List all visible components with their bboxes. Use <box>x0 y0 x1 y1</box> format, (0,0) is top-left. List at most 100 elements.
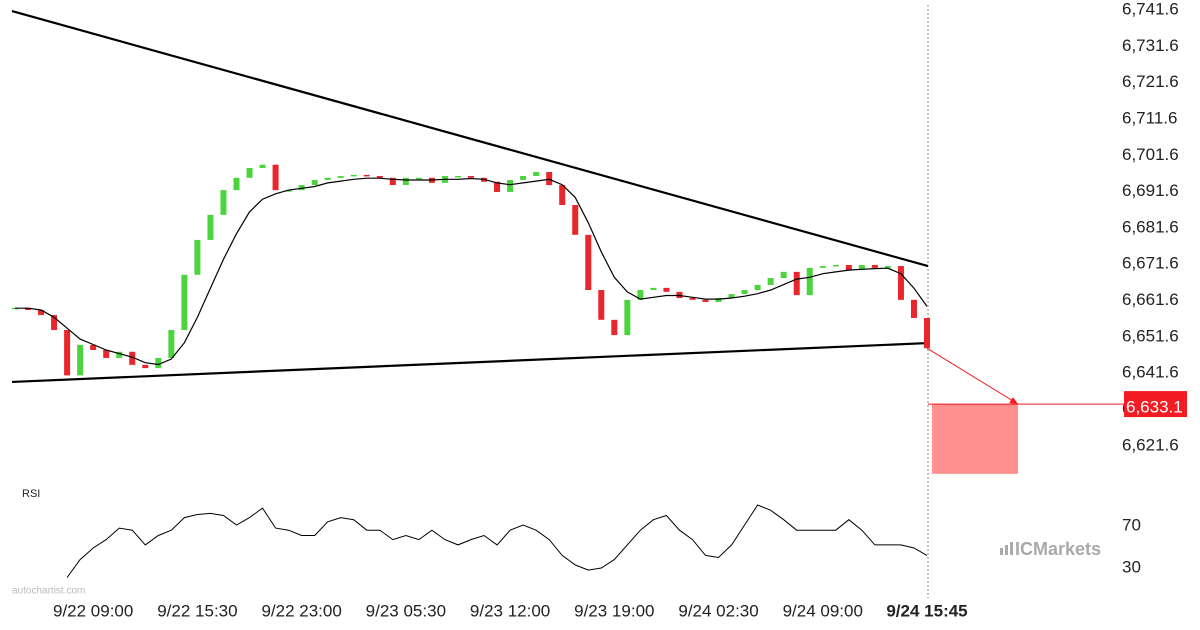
candle <box>520 175 527 180</box>
candle <box>415 177 422 180</box>
logo-bar <box>1005 545 1008 555</box>
candle <box>546 171 553 186</box>
candle <box>324 177 331 180</box>
rsi-line <box>66 504 928 578</box>
candle <box>702 299 709 303</box>
x-tick-label: 9/24 09:00 <box>783 601 863 620</box>
candle <box>454 175 461 178</box>
candle <box>142 364 149 369</box>
y-tick-label: 6,691.6 <box>1122 181 1179 200</box>
candle <box>598 290 605 320</box>
candle <box>832 264 839 267</box>
candle <box>884 266 891 268</box>
candle <box>220 190 227 215</box>
candle <box>689 298 696 300</box>
price-tag-label: 6,633.1 <box>1126 398 1183 417</box>
candle <box>402 177 409 186</box>
y-tick-label: 6,731.6 <box>1122 36 1179 55</box>
rsi-tick-label: 70 <box>1122 515 1141 534</box>
candle <box>77 344 84 376</box>
candle <box>259 164 266 168</box>
candle <box>25 307 32 311</box>
candle <box>207 214 214 240</box>
y-tick-label: 6,701.6 <box>1122 145 1179 164</box>
rsi-title: RSI <box>22 488 40 500</box>
candle <box>468 175 474 178</box>
candle <box>754 284 761 291</box>
watermark: autochartist.com <box>12 586 85 597</box>
y-tick-label: 6,741.6 <box>1122 0 1179 18</box>
candle <box>350 174 357 177</box>
candle <box>155 357 162 369</box>
candle <box>376 175 383 178</box>
candle <box>129 351 136 365</box>
trendline <box>11 341 929 384</box>
candle <box>793 271 800 296</box>
candle <box>298 185 305 191</box>
candle <box>194 239 201 275</box>
candle <box>337 175 344 178</box>
candle <box>897 266 904 300</box>
x-tick-label: 9/23 05:30 <box>366 601 446 620</box>
logo-bar <box>1000 548 1003 555</box>
candle <box>845 264 852 271</box>
candle <box>924 318 930 349</box>
brand: ICMarkets <box>1015 539 1101 559</box>
moving-average <box>15 177 928 366</box>
brand-logo: ICMarkets <box>1000 539 1101 559</box>
y-tick-label: 6,721.6 <box>1122 72 1179 91</box>
arrow-head <box>1009 397 1018 405</box>
rsi-tick-label: 30 <box>1122 557 1141 576</box>
candle <box>507 179 514 192</box>
candle <box>38 310 45 316</box>
trendline <box>11 10 929 268</box>
candle <box>819 266 826 268</box>
candle <box>611 319 618 336</box>
y-tick-label: 6,641.6 <box>1122 363 1179 382</box>
candle <box>116 351 123 358</box>
candle <box>741 290 748 295</box>
candle <box>272 164 279 191</box>
candle <box>311 179 318 186</box>
candle <box>168 329 175 358</box>
candle <box>494 181 501 192</box>
candle <box>637 290 644 300</box>
x-tick-label: 9/24 02:30 <box>678 601 758 620</box>
candle <box>624 299 631 336</box>
candle <box>389 177 396 186</box>
candle <box>64 329 71 376</box>
candle <box>285 190 292 192</box>
y-tick-label: 6,671.6 <box>1122 254 1179 273</box>
x-tick-label: 9/23 12:00 <box>470 601 550 620</box>
price-tag <box>1124 391 1187 418</box>
candle <box>663 287 670 292</box>
candle <box>246 167 253 178</box>
candle <box>715 298 722 303</box>
candle <box>780 271 787 279</box>
y-tick-label: 6,711.6 <box>1122 108 1177 127</box>
candle <box>559 185 566 206</box>
candle <box>51 315 58 330</box>
candle <box>585 234 592 291</box>
candle <box>90 344 97 350</box>
logo-bar <box>1010 542 1013 555</box>
y-tick-label: 6,651.6 <box>1122 326 1179 345</box>
candle <box>806 267 813 296</box>
candle <box>233 177 240 191</box>
candle <box>650 287 657 291</box>
target-zone <box>932 404 1018 474</box>
candle <box>572 205 579 235</box>
x-tick-label: 9/23 19:00 <box>574 601 654 620</box>
candle <box>103 349 110 358</box>
y-tick-label: 6,621.6 <box>1122 435 1179 454</box>
candle <box>871 264 878 268</box>
y-tick-label: 6,681.6 <box>1122 217 1179 236</box>
candle <box>363 174 370 177</box>
x-tick-label: 9/24 15:45 <box>886 601 967 620</box>
x-tick-label: 9/22 23:00 <box>261 601 341 620</box>
candle <box>910 299 917 319</box>
x-tick-label: 9/22 09:00 <box>53 601 133 620</box>
forecast-arrow <box>926 347 1019 405</box>
y-tick-label: 6,661.6 <box>1122 290 1179 309</box>
